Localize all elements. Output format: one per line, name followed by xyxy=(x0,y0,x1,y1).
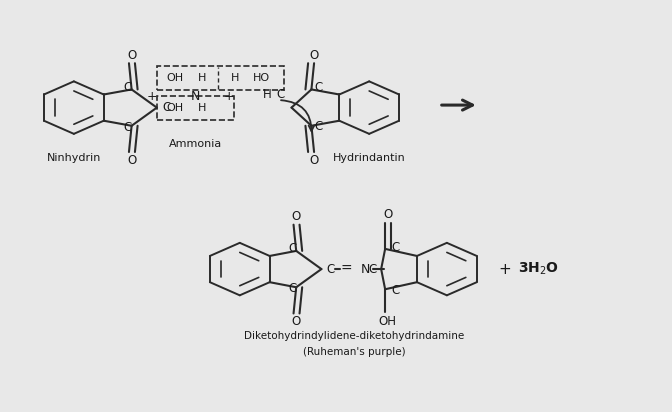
Text: C: C xyxy=(124,81,132,94)
Text: C: C xyxy=(162,101,170,114)
Text: O: O xyxy=(127,49,136,62)
Text: +: + xyxy=(146,89,157,103)
Text: (Ruheman's purple): (Ruheman's purple) xyxy=(303,347,406,357)
Text: C: C xyxy=(314,82,322,94)
Text: C: C xyxy=(289,282,297,295)
Text: C: C xyxy=(368,262,376,276)
Text: H: H xyxy=(231,73,239,83)
Text: C: C xyxy=(392,284,400,297)
Text: Ammonia: Ammonia xyxy=(169,139,222,150)
Text: H: H xyxy=(198,103,206,113)
Text: C: C xyxy=(124,121,132,134)
Text: OH: OH xyxy=(167,103,184,113)
Text: +: + xyxy=(223,89,234,103)
Text: C: C xyxy=(277,89,285,101)
Text: C: C xyxy=(392,241,400,254)
Text: O: O xyxy=(309,49,319,62)
Text: N: N xyxy=(191,89,200,103)
Text: H: H xyxy=(198,73,206,83)
Text: C: C xyxy=(327,262,335,276)
Text: O: O xyxy=(127,154,136,166)
Text: C: C xyxy=(314,120,322,133)
Text: Ninhydrin: Ninhydrin xyxy=(46,153,101,163)
Text: O: O xyxy=(309,154,319,166)
Text: O: O xyxy=(383,208,392,221)
Text: HO: HO xyxy=(253,73,270,83)
Text: O: O xyxy=(292,210,301,223)
Text: =: = xyxy=(341,262,352,276)
Text: OH: OH xyxy=(167,73,184,83)
Text: +: + xyxy=(499,262,511,276)
Text: C: C xyxy=(289,242,297,255)
Text: Diketohydrindylidene-diketohydrindamine: Diketohydrindylidene-diketohydrindamine xyxy=(245,331,465,341)
Text: N: N xyxy=(361,262,370,276)
Text: H: H xyxy=(263,89,271,101)
Text: O: O xyxy=(292,315,301,328)
Text: Hydrindantin: Hydrindantin xyxy=(333,153,406,163)
Text: OH: OH xyxy=(379,314,396,328)
Text: 3H$_2$O: 3H$_2$O xyxy=(518,261,559,277)
